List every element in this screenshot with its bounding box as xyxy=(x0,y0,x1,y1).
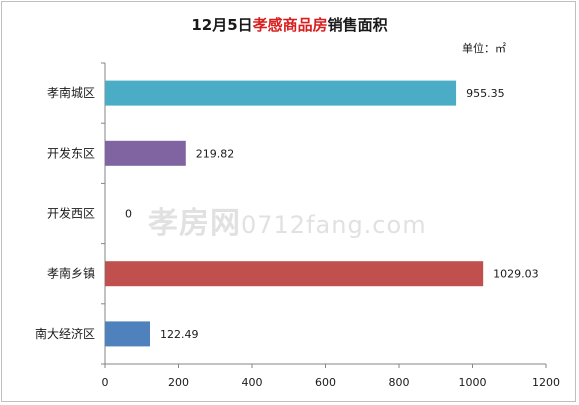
title-date: 12月5日 xyxy=(191,16,253,34)
x-tick-label: 1000 xyxy=(459,376,487,389)
bar-value-label: 955.35 xyxy=(466,87,505,100)
y-category-label: 孝南乡镇 xyxy=(47,266,95,281)
y-category-label: 开发西区 xyxy=(47,206,95,221)
x-tick-label: 600 xyxy=(315,376,336,389)
x-tick-label: 400 xyxy=(242,376,263,389)
bar-value-label: 0 xyxy=(125,208,132,221)
title-suffix: 销售面积 xyxy=(327,16,388,34)
x-tick-label: 0 xyxy=(102,376,109,389)
unit-label: 单位：㎡ xyxy=(462,42,506,55)
title-highlight: 孝感商品房 xyxy=(252,16,328,34)
bar-value-label: 219.82 xyxy=(196,147,235,160)
x-tick-label: 1200 xyxy=(532,376,560,389)
bar xyxy=(105,321,151,347)
watermark-logo: 孝房网 xyxy=(148,206,241,241)
bar xyxy=(105,261,484,287)
y-category-label: 孝南城区 xyxy=(47,85,95,100)
bar-value-label: 122.49 xyxy=(160,328,199,341)
bar xyxy=(105,80,457,106)
watermark: 孝房网0712fang.com xyxy=(148,198,427,242)
y-category-label: 南大经济区 xyxy=(35,326,95,341)
watermark-url: 0712fang.com xyxy=(241,211,427,239)
bar xyxy=(105,140,186,166)
x-tick-label: 200 xyxy=(168,376,189,389)
x-tick-label: 800 xyxy=(389,376,410,389)
y-category-label: 开发东区 xyxy=(47,145,95,160)
bar-value-label: 1029.03 xyxy=(493,268,539,281)
chart-title: 12月5日孝感商品房销售面积 xyxy=(0,14,579,35)
